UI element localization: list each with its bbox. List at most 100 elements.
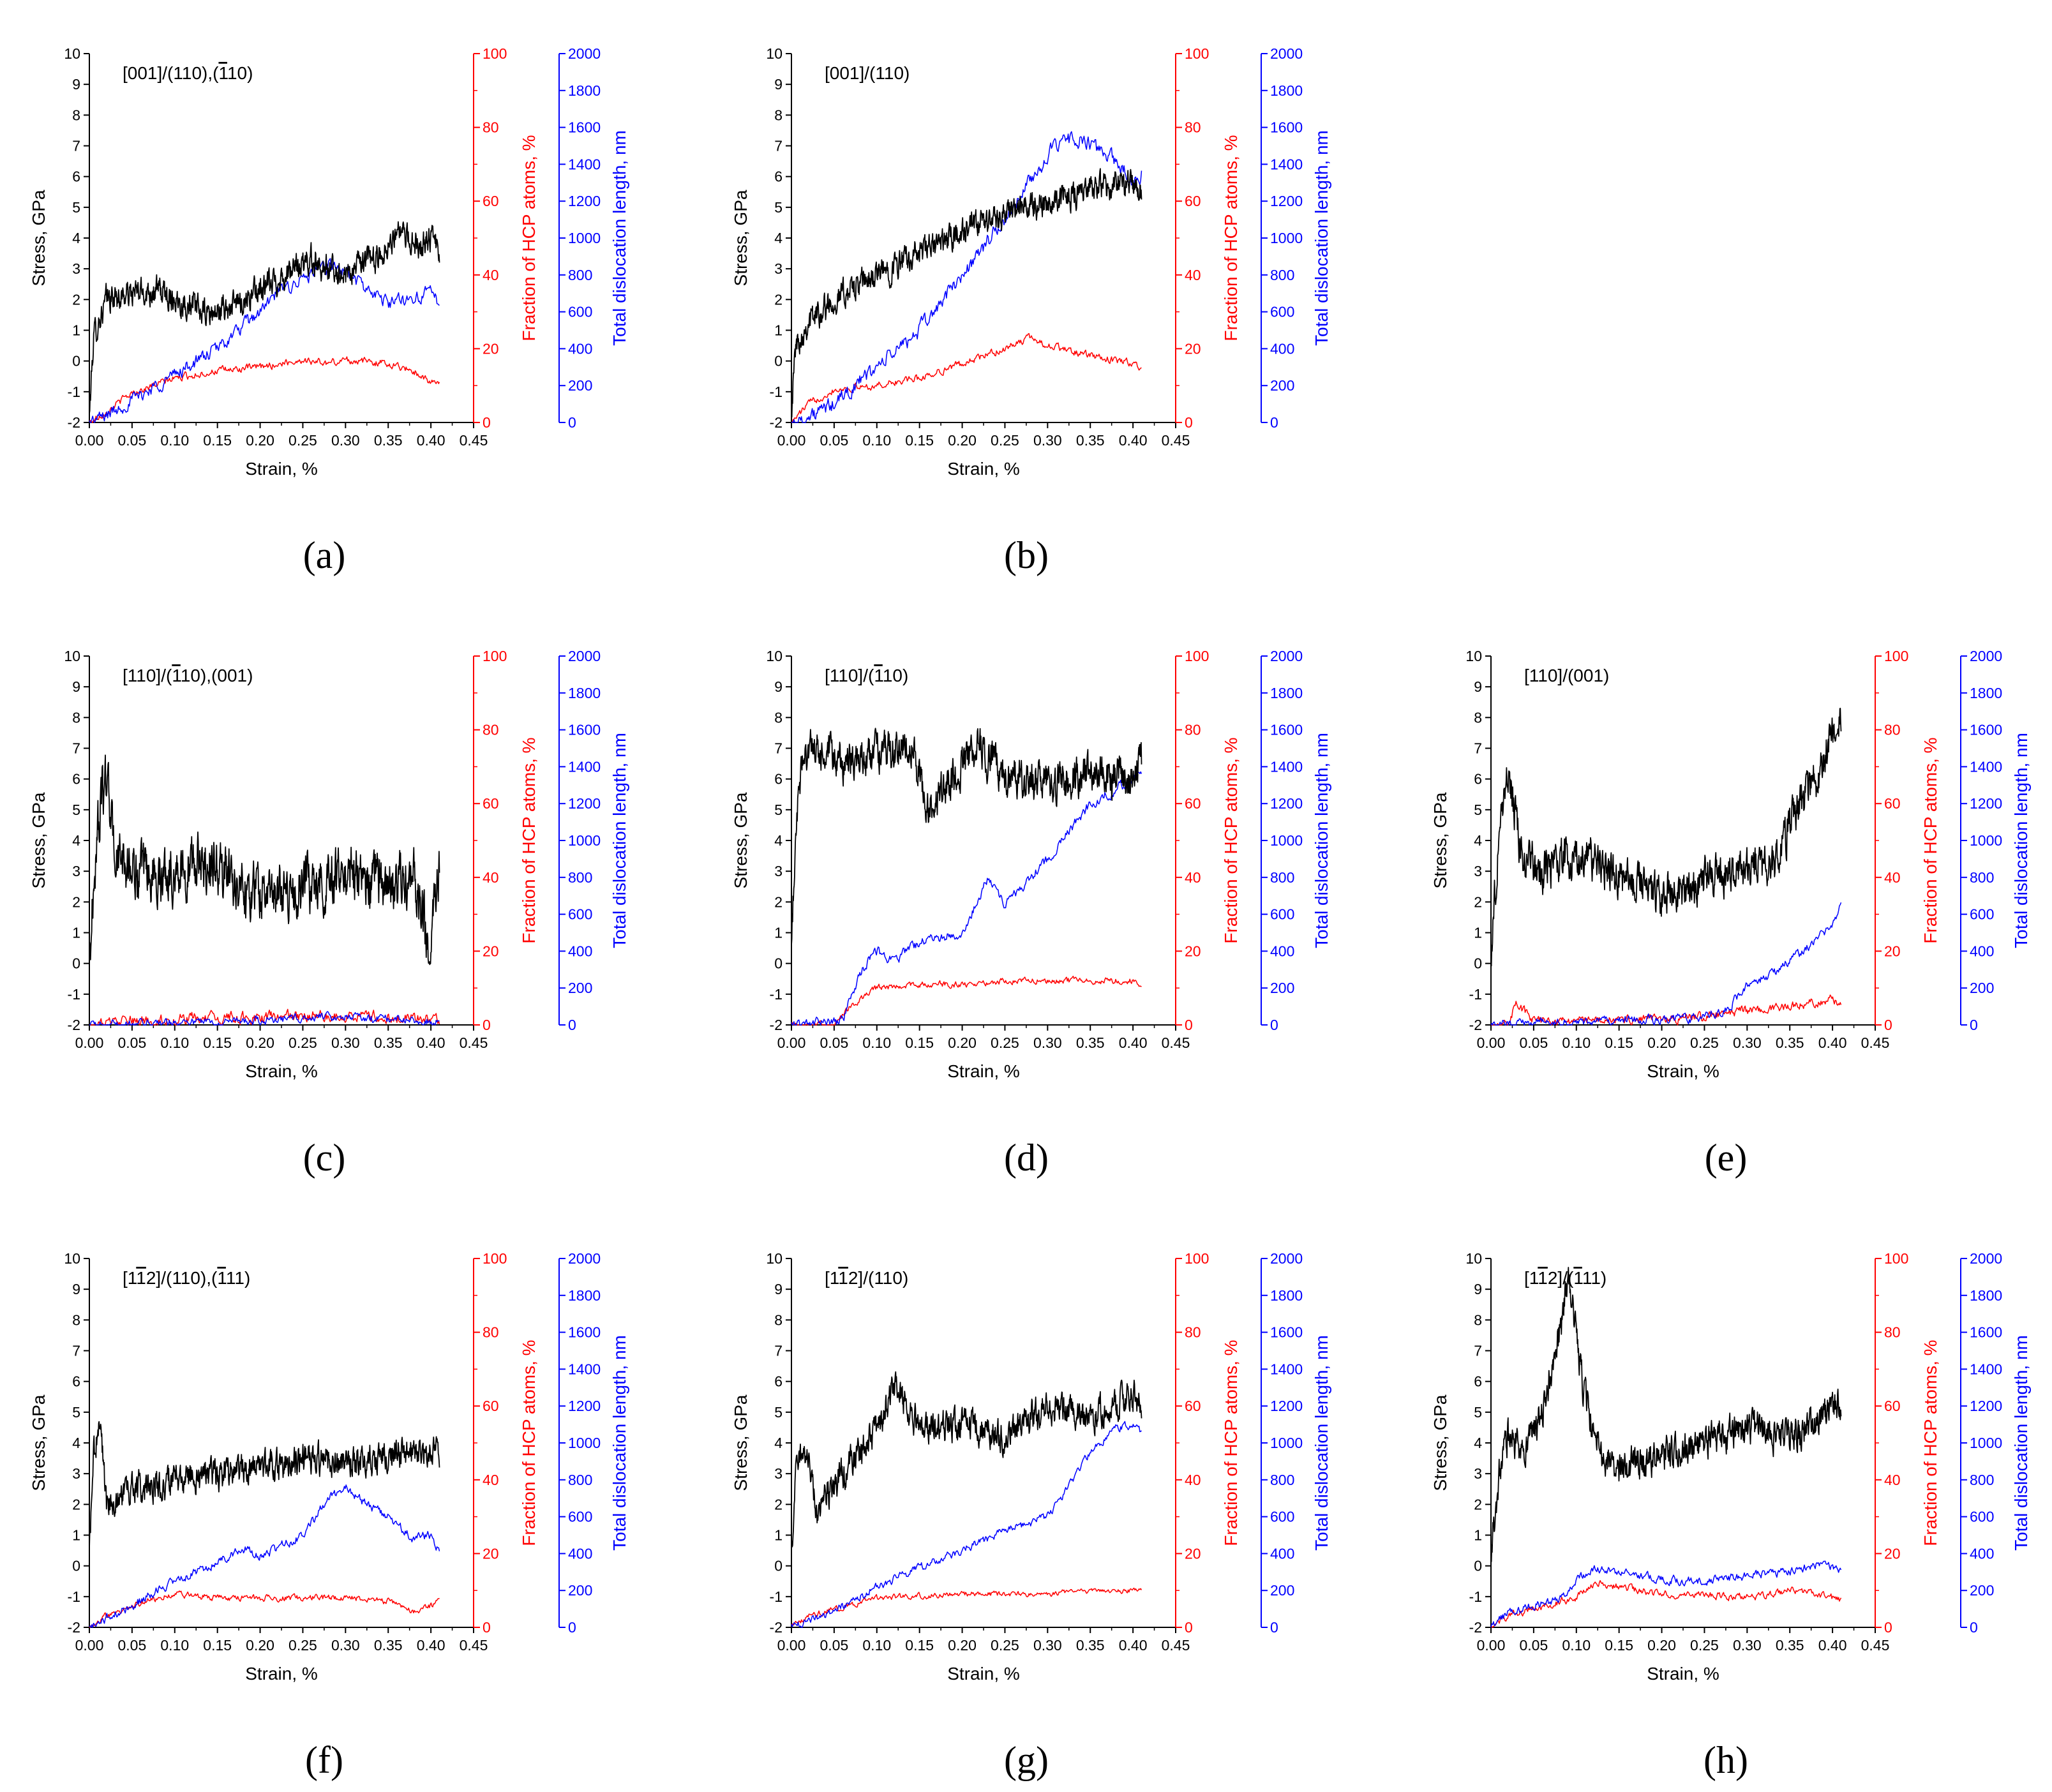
y-tick-label: 9 xyxy=(774,1281,783,1297)
y3-tick-label: 800 xyxy=(1270,869,1294,886)
panel-title-part: 1 xyxy=(217,1268,227,1288)
y3-tick-label: 600 xyxy=(1970,906,1994,923)
y-tick-label: -1 xyxy=(770,986,783,1003)
panel-label: (e) xyxy=(1705,1137,1748,1179)
y3-tick-label: 0 xyxy=(1270,1619,1278,1636)
y2-tick-label: 0 xyxy=(1185,1619,1193,1636)
y2-tick-label: 0 xyxy=(483,1017,491,1033)
x-tick-label: 0.15 xyxy=(905,432,934,449)
series-line-fraction-of-hcp-atoms xyxy=(1491,994,1842,1026)
y3-axis-label: Total dislocation length, nm xyxy=(610,733,629,948)
y3-tick-label: 400 xyxy=(1970,943,1994,959)
y3-tick-label: 1000 xyxy=(568,832,601,849)
panel-title-part: [110]/( xyxy=(825,666,874,685)
panel-h: 0.00 0.05 0.10 0.15 0.20 0.25 0.30 0.35 0.40 0.45… xyxy=(1430,1250,2031,1781)
y3-tick-label: 200 xyxy=(1270,1582,1294,1599)
series-line-stress xyxy=(791,1371,1142,1548)
y-tick-label: 10 xyxy=(64,1250,80,1267)
series-line-total-dislocation-length xyxy=(1490,1560,1842,1628)
y-tick-label: 2 xyxy=(72,291,80,308)
y-tick-label: 0 xyxy=(72,1558,80,1574)
y-tick-label: -2 xyxy=(68,1619,80,1636)
y3-axis-label: Total dislocation length, nm xyxy=(1312,1335,1331,1551)
y2-tick-label: 80 xyxy=(1884,722,1901,738)
x-tick-label: 0.10 xyxy=(160,1034,189,1051)
y3-tick-label: 1800 xyxy=(1270,82,1303,99)
y-tick-label: 6 xyxy=(1474,771,1482,788)
y-tick-label: -2 xyxy=(770,414,783,431)
y2-tick-label: 60 xyxy=(483,193,499,209)
x-tick-label: 0.45 xyxy=(1162,1637,1190,1654)
y3-tick-label: 1600 xyxy=(1970,722,2002,738)
y3-tick-label: 2000 xyxy=(568,45,601,62)
y-tick-label: 3 xyxy=(1474,863,1482,879)
panel-f: 0.00 0.05 0.10 0.15 0.20 0.25 0.30 0.35 0.40 0.45… xyxy=(29,1250,629,1781)
y3-tick-label: 1000 xyxy=(568,1435,601,1451)
y-tick-label: 5 xyxy=(774,802,783,818)
series-line-fraction-of-hcp-atoms xyxy=(1490,1579,1842,1628)
series-line-fraction-of-hcp-atoms xyxy=(791,975,1142,1026)
y-tick-label: 6 xyxy=(72,771,80,788)
x-tick-label: 0.45 xyxy=(460,432,488,449)
y3-tick-label: 1600 xyxy=(568,722,601,738)
y2-tick-label: 80 xyxy=(1884,1324,1901,1341)
y3-tick-label: 1400 xyxy=(568,156,601,172)
y-tick-label: 3 xyxy=(774,1465,783,1482)
series-line-fraction-of-hcp-atoms xyxy=(89,1590,440,1628)
y3-tick-label: 0 xyxy=(1970,1017,1978,1033)
y-tick-label: 0 xyxy=(72,955,80,972)
x-tick-label: 0.00 xyxy=(1477,1637,1506,1654)
y2-tick-label: 0 xyxy=(1884,1017,1892,1033)
panel-label: (d) xyxy=(1004,1137,1049,1179)
y-tick-label: 4 xyxy=(72,1435,80,1451)
y2-axis-label: Fraction of HCP atoms, % xyxy=(1221,737,1241,943)
x-tick-label: 0.25 xyxy=(1690,1034,1719,1051)
y3-tick-label: 1800 xyxy=(1270,1287,1303,1304)
y3-tick-label: 1600 xyxy=(1270,722,1303,738)
y3-tick-label: 1600 xyxy=(568,1324,601,1341)
x-axis-label: Strain, % xyxy=(1647,1061,1719,1081)
x-tick-label: 0.40 xyxy=(1119,1034,1148,1051)
y-tick-label: -1 xyxy=(68,384,80,400)
y3-tick-label: 600 xyxy=(1270,1509,1294,1525)
series-line-stress xyxy=(89,1421,440,1549)
series-line-total-dislocation-length xyxy=(89,258,440,423)
y3-tick-label: 800 xyxy=(1970,1472,1994,1488)
y2-tick-label: 40 xyxy=(483,267,499,283)
y-tick-label: 1 xyxy=(72,322,80,339)
y-tick-label: 7 xyxy=(774,740,783,757)
y2-tick-label: 60 xyxy=(1185,795,1201,812)
x-tick-label: 0.15 xyxy=(203,1637,232,1654)
y3-tick-label: 800 xyxy=(568,1472,592,1488)
y2-tick-label: 40 xyxy=(1185,869,1201,886)
y-tick-label: 0 xyxy=(1474,955,1482,972)
panel-title-part: 1 xyxy=(218,63,228,83)
x-tick-label: 0.05 xyxy=(1520,1034,1548,1051)
y3-tick-label: 1400 xyxy=(1970,1361,2002,1377)
y3-tick-label: 1400 xyxy=(1270,758,1303,775)
panel-a: 0.00 0.05 0.10 0.15 0.20 0.25 0.30 0.35 0.40 0.45… xyxy=(29,45,629,576)
panel-title-part: [1 xyxy=(1524,1268,1539,1288)
y-tick-label: 10 xyxy=(1465,648,1482,664)
y-tick-label: 9 xyxy=(72,678,80,695)
x-tick-label: 0.30 xyxy=(1033,432,1062,449)
y-tick-label: -1 xyxy=(1469,1588,1482,1605)
y3-axis-label: Total dislocation length, nm xyxy=(2011,1335,2031,1551)
y-tick-label: 6 xyxy=(72,168,80,185)
y-tick-label: 5 xyxy=(72,199,80,216)
y-tick-label: 1 xyxy=(774,925,783,941)
y3-tick-label: 1200 xyxy=(1970,1398,2002,1414)
y-tick-label: -2 xyxy=(1469,1619,1482,1636)
panel-title: [001]/(110),(110) xyxy=(123,63,253,83)
y-tick-label: 9 xyxy=(72,76,80,93)
y3-tick-label: 1800 xyxy=(568,1287,601,1304)
y2-tick-label: 100 xyxy=(1185,45,1209,62)
y-tick-label: 7 xyxy=(72,1343,80,1359)
y-tick-label: 4 xyxy=(72,230,80,246)
y-tick-label: 5 xyxy=(72,802,80,818)
x-tick-label: 0.20 xyxy=(246,432,274,449)
y2-tick-label: 20 xyxy=(1884,943,1901,959)
y-tick-label: 9 xyxy=(1474,678,1482,695)
y3-tick-label: 1200 xyxy=(1270,1398,1303,1414)
y3-tick-label: 600 xyxy=(1270,906,1294,923)
